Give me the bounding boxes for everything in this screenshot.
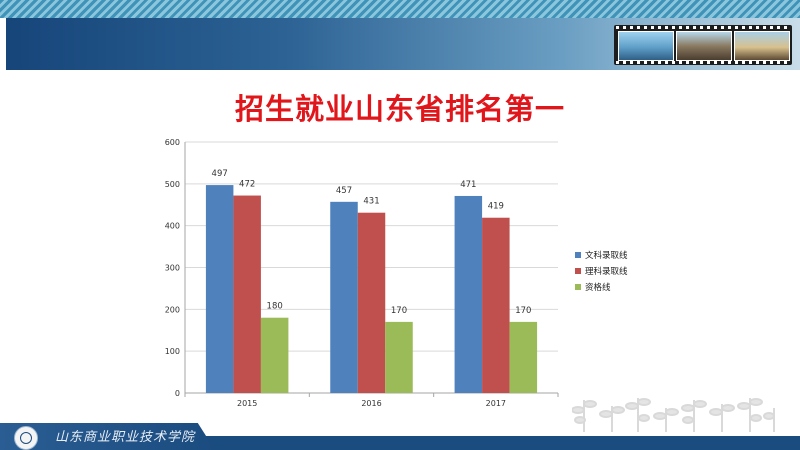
- y-tick-label: 500: [165, 180, 180, 189]
- x-tick-label: 2016: [361, 399, 381, 408]
- campus-photo-3: [734, 31, 790, 61]
- legend-swatch: [575, 252, 581, 258]
- bar-data-label: 457: [336, 186, 352, 196]
- footer-school-name: 山东商业职业技术学院: [55, 430, 196, 445]
- bar-data-label: 170: [391, 306, 407, 316]
- plant-decoration-icon: [572, 398, 775, 432]
- bar: [357, 212, 386, 393]
- film-perforation-bottom: [616, 61, 790, 64]
- film-perforation-top: [616, 26, 790, 29]
- bar-data-label: 497: [212, 169, 228, 179]
- top-decorative-stripe: [0, 0, 800, 18]
- y-tick-label: 300: [165, 264, 180, 273]
- bar: [330, 201, 358, 393]
- bar-data-label: 431: [363, 197, 379, 207]
- bar-chart: 0 100 200 300 400 500 600 497 472 180 2015 457 431 17…: [165, 138, 628, 408]
- y-tick-label: 400: [165, 222, 180, 231]
- bar-data-label: 419: [488, 202, 504, 212]
- school-emblem-icon: [14, 426, 38, 450]
- bar: [454, 195, 483, 393]
- y-tick-label: 100: [165, 347, 180, 356]
- y-tick-label: 0: [175, 389, 180, 398]
- bar: [233, 195, 261, 393]
- x-tick-label: 2017: [486, 399, 506, 408]
- legend-label: 理科录取线: [585, 266, 628, 277]
- y-tick-label: 600: [165, 138, 180, 147]
- campus-photo-2: [676, 31, 732, 61]
- bar: [385, 321, 413, 393]
- x-tick-label: 2015: [237, 399, 257, 408]
- legend-label: 资格线: [585, 282, 611, 293]
- bar: [205, 185, 234, 393]
- bar: [260, 317, 289, 393]
- bar: [482, 217, 510, 393]
- legend-label: 文科录取线: [585, 250, 628, 261]
- legend-swatch: [575, 284, 581, 290]
- campus-photo-strip: [614, 25, 792, 65]
- bar-data-label: 170: [515, 306, 531, 316]
- slide-title: 招生就业山东省排名第一: [234, 92, 565, 126]
- legend-swatch: [575, 268, 581, 274]
- bar: [509, 321, 538, 393]
- campus-photo-1: [618, 31, 674, 61]
- bar-data-label: 471: [460, 180, 476, 190]
- y-tick-label: 200: [165, 305, 180, 314]
- bar-data-label: 180: [267, 302, 283, 312]
- bar-data-label: 472: [239, 180, 255, 190]
